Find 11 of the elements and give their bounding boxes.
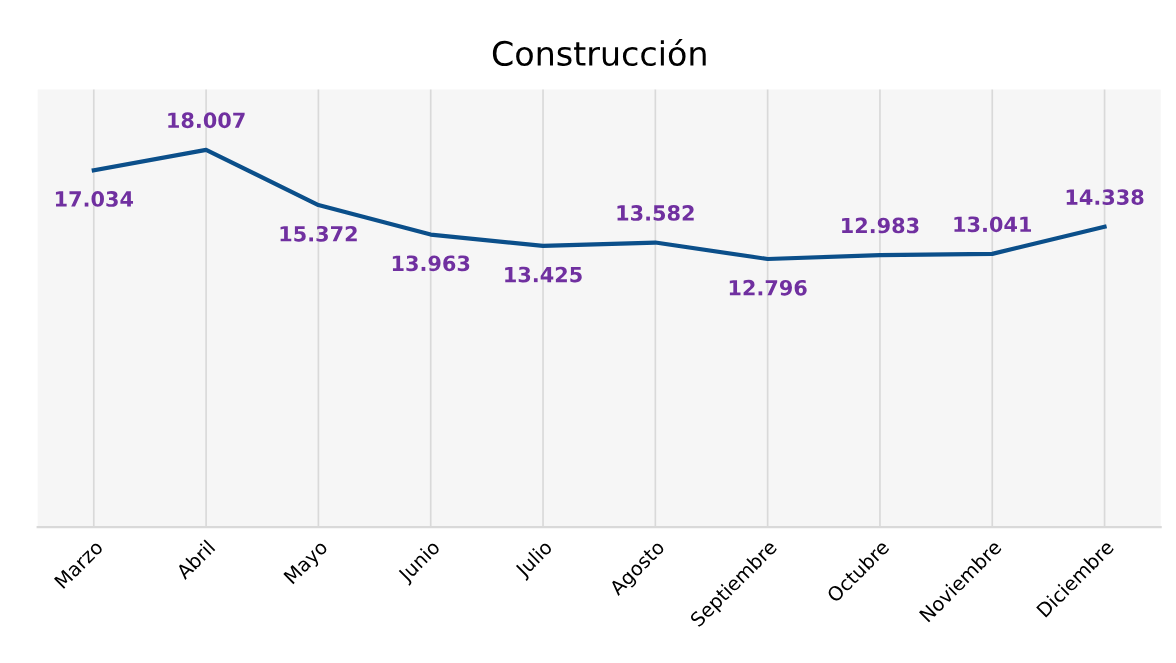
data-label: 12.983 xyxy=(842,217,919,234)
data-label: 14.338 xyxy=(1066,189,1144,205)
data-label: 17.034 xyxy=(55,191,134,207)
chart-title: Construcción xyxy=(492,38,706,67)
data-label: 13.041 xyxy=(954,216,1032,233)
data-label: 13.425 xyxy=(505,266,582,283)
data-label: 12.796 xyxy=(729,279,807,296)
data-label: 15.372 xyxy=(280,225,357,242)
data-label: 13.963 xyxy=(392,255,470,272)
data-label: 18.007 xyxy=(168,112,245,129)
data-label: 13.582 xyxy=(617,205,694,221)
